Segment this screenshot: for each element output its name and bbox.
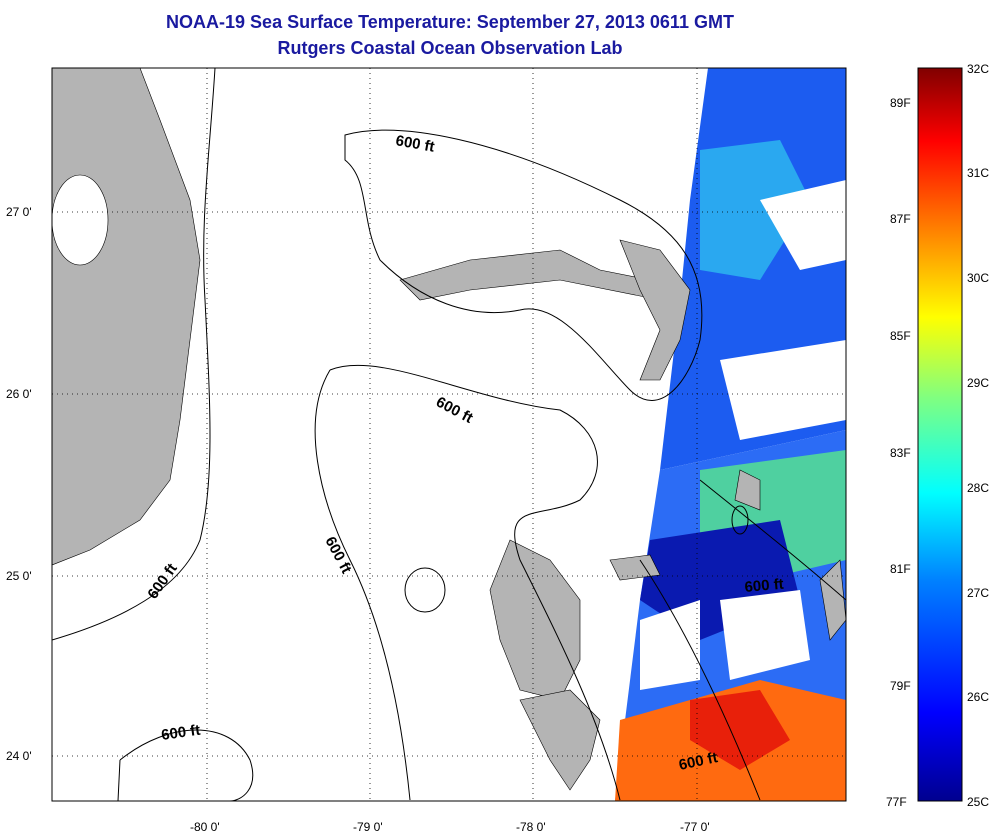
lon-tick-label: -79 0' bbox=[353, 820, 383, 834]
land-andros bbox=[489, 539, 581, 701]
lon-tick-label: -77 0' bbox=[680, 820, 710, 834]
colorbar-celsius-label: 29C bbox=[967, 376, 990, 390]
contour-label: 600 ft bbox=[321, 534, 354, 577]
land-eleuthera bbox=[734, 469, 761, 511]
cloud-gap bbox=[760, 180, 846, 270]
map-title: NOAA-19 Sea Surface Temperature: Septemb… bbox=[166, 12, 734, 32]
colorbar-celsius-label: 30C bbox=[967, 271, 990, 285]
colorbar-celsius-label: 32C bbox=[967, 62, 990, 76]
contour-little-bahama-bank bbox=[344, 129, 703, 401]
sst-swath-north-cyan bbox=[700, 140, 810, 280]
contour-tongue bbox=[404, 567, 446, 613]
land-abaco bbox=[619, 239, 691, 381]
colorbar-celsius-label: 26C bbox=[967, 690, 990, 704]
sst-swath-hot bbox=[690, 690, 790, 770]
contour-label: 600 ft bbox=[394, 132, 436, 156]
contour-label: 600 ft bbox=[433, 394, 476, 427]
colorbar-celsius-label: 27C bbox=[967, 586, 990, 600]
land-cat-island bbox=[819, 559, 846, 641]
sst-swath bbox=[615, 68, 846, 801]
lat-tick-label: 25 0' bbox=[6, 569, 32, 583]
land-andros-south bbox=[519, 689, 601, 791]
graticule bbox=[52, 68, 846, 801]
colorbar-celsius-label: 31C bbox=[967, 166, 990, 180]
cloud-gap bbox=[640, 600, 700, 690]
colorbar-fahrenheit-label: 83F bbox=[890, 446, 911, 460]
contour-small bbox=[731, 505, 749, 535]
colorbar-celsius-label: 25C bbox=[967, 795, 990, 809]
map-subtitle: Rutgers Coastal Ocean Observation Lab bbox=[277, 38, 623, 58]
land-florida bbox=[52, 68, 201, 566]
lat-tick-label: 24 0' bbox=[6, 749, 32, 763]
contour-great-bahama-bank bbox=[314, 364, 621, 801]
contour-label: 600 ft bbox=[160, 722, 201, 744]
colorbar-celsius-label: 28C bbox=[967, 481, 990, 495]
colorbar-fahrenheit-label: 81F bbox=[890, 562, 911, 576]
lon-tick-label: -78 0' bbox=[516, 820, 546, 834]
contour-cay-sal bbox=[117, 729, 254, 801]
lat-tick-label: 27 0' bbox=[6, 205, 32, 219]
contour-east bbox=[639, 479, 846, 801]
colorbar-fahrenheit-label: 89F bbox=[890, 96, 911, 110]
land-grand-bahama bbox=[399, 249, 661, 301]
contour-label: 600 ft bbox=[744, 576, 785, 596]
colorbar bbox=[917, 67, 963, 802]
cloud-gap bbox=[720, 590, 810, 680]
contour-florida bbox=[52, 68, 216, 641]
colorbar-fahrenheit-label: 79F bbox=[890, 679, 911, 693]
contour-label: 600 ft bbox=[144, 560, 180, 602]
depth-contours bbox=[52, 68, 846, 801]
cloud-gap bbox=[720, 340, 846, 440]
lat-tick-label: 26 0' bbox=[6, 387, 32, 401]
land-exuma bbox=[609, 554, 661, 581]
colorbar-fahrenheit-label: 77F bbox=[886, 795, 907, 809]
map-frame bbox=[51, 67, 847, 802]
colorbar-fahrenheit-label: 87F bbox=[890, 212, 911, 226]
colorbar-fahrenheit-label: 85F bbox=[890, 329, 911, 343]
lake-okeechobee bbox=[52, 174, 109, 266]
lon-tick-label: -80 0' bbox=[190, 820, 220, 834]
